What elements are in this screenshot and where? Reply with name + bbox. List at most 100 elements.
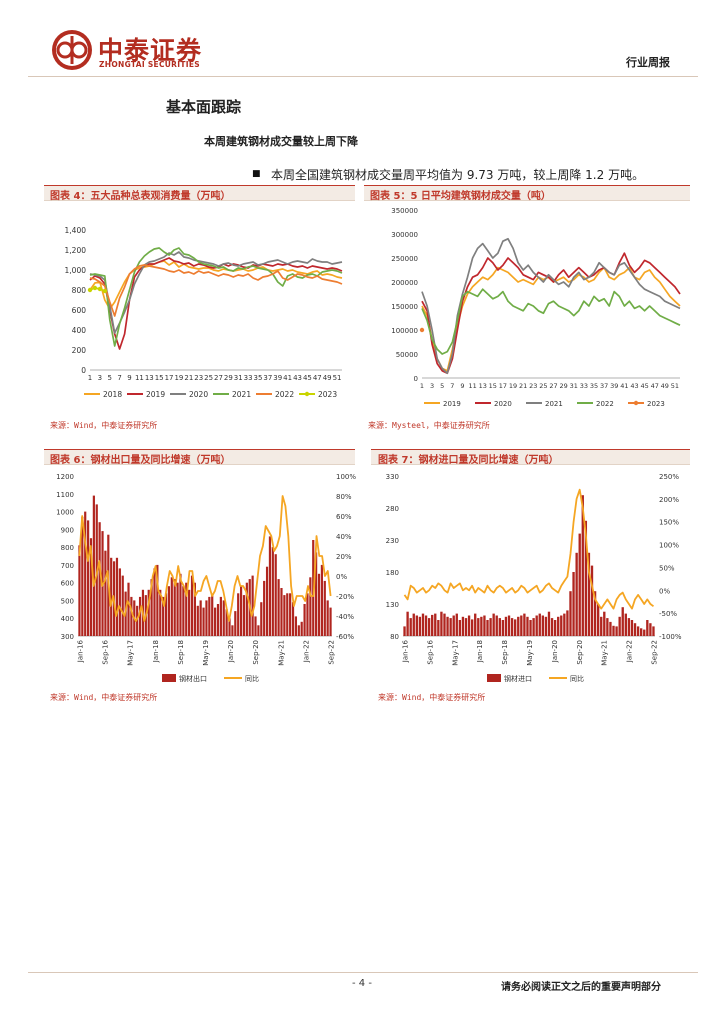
bar-58 <box>245 582 248 636</box>
brand-logo-icon <box>52 30 92 70</box>
bar-80 <box>309 577 312 636</box>
x-tick-label: 39 <box>273 374 282 382</box>
bar-54 <box>234 611 237 636</box>
bar-38 <box>520 615 523 636</box>
fig5-chart: 0 50000 100000 150000 200000 250000 300000 3500… <box>391 207 681 408</box>
x-tick-label: 43 <box>293 374 302 382</box>
bar-72 <box>624 613 627 636</box>
bar-79 <box>646 620 649 636</box>
legend-marker-2023 <box>633 400 639 406</box>
section-title: 基本面跟踪 <box>166 98 242 116</box>
bar-28 <box>489 618 492 636</box>
series-point-2023 <box>92 285 98 291</box>
bar-5 <box>92 495 95 636</box>
bar-52 <box>563 613 566 636</box>
y-tick-label: 700 <box>61 562 74 570</box>
bar-34 <box>507 615 511 636</box>
x-tick-label: 17 <box>165 374 174 382</box>
bar-41 <box>196 605 199 636</box>
bar-53 <box>231 625 234 636</box>
bar-78 <box>303 604 306 636</box>
x-tick-label: 51 <box>333 374 342 382</box>
bar-2 <box>409 618 412 636</box>
bar-13 <box>115 557 119 636</box>
x-tick-label: 33 <box>244 374 253 382</box>
bar-4 <box>89 538 93 636</box>
bar-73 <box>289 593 292 636</box>
bar-85 <box>323 580 326 636</box>
x-tick-label: Jan-22 <box>302 640 310 663</box>
bar-74 <box>291 602 295 636</box>
fig6-title-bar <box>44 449 355 465</box>
x-tick-label: 5 <box>108 374 112 382</box>
y2-tick-label: 60% <box>336 513 352 521</box>
bar-46 <box>544 616 548 636</box>
bar-65 <box>603 611 606 636</box>
x-tick-label: Sep-22 <box>328 640 336 665</box>
bar-66 <box>606 618 609 636</box>
legend-label-yoy: 同比 <box>245 674 259 683</box>
fig6-title: 图表 6：钢材出口量及同比增速（万吨） <box>50 455 231 466</box>
x-tick-label: 15 <box>155 374 164 382</box>
bar-55 <box>572 572 575 636</box>
bar-79 <box>306 593 309 636</box>
y2-tick-label: 0% <box>336 573 347 581</box>
bar-18 <box>458 620 462 636</box>
x-tick-label: 45 <box>640 382 648 390</box>
x-tick-label: 1 <box>420 382 424 390</box>
x-tick-label: Jan-18 <box>476 640 484 663</box>
bar-30 <box>164 593 168 636</box>
bar-61 <box>254 616 257 636</box>
x-tick-label: 3 <box>98 374 102 382</box>
bar-75 <box>633 623 637 636</box>
x-tick-label: 49 <box>323 374 332 382</box>
x-tick-label: 45 <box>303 374 312 382</box>
bar-62 <box>257 625 260 636</box>
y-tick-label: 50000 <box>396 351 418 359</box>
bar-62 <box>593 591 597 636</box>
bar-26 <box>483 615 486 636</box>
bar-2 <box>84 511 87 636</box>
bar-66 <box>268 536 272 636</box>
bar-76 <box>636 626 640 636</box>
bar-25 <box>480 616 483 636</box>
x-tick-label: 31 <box>570 382 578 390</box>
bar-56 <box>575 552 578 636</box>
bar-21 <box>467 615 471 636</box>
x-tick-label: 31 <box>234 374 243 382</box>
bar-19 <box>461 616 465 636</box>
bar-34 <box>176 582 179 636</box>
legend-swatch-bars <box>162 674 176 682</box>
fig5-source: 来源：Mysteel，中泰证券研究所 <box>368 421 490 430</box>
bar-59 <box>584 520 588 636</box>
bar-33 <box>173 579 176 636</box>
x-tick-label: 25 <box>539 382 547 390</box>
bar-67 <box>271 547 274 636</box>
y-tick-label: 400 <box>72 326 87 335</box>
bar-58 <box>581 495 584 636</box>
bar-3 <box>412 613 415 636</box>
bar-38 <box>188 589 191 636</box>
x-tick-label: 47 <box>651 382 659 390</box>
legend-swatch-bars <box>487 674 501 682</box>
x-tick-label: May-17 <box>451 640 459 666</box>
bar-15 <box>121 575 124 636</box>
y-tick-label: 1,200 <box>65 246 87 255</box>
x-tick-label: 11 <box>135 374 144 382</box>
bar-69 <box>277 579 280 636</box>
y-tick-label: 230 <box>386 537 399 545</box>
fig5-title: 图表 5：5 日平均建筑钢材成交量（吨） <box>370 191 551 202</box>
series-point-2023 <box>97 286 103 292</box>
y-tick-label: 130 <box>386 601 399 609</box>
bar-32 <box>501 620 505 636</box>
bullet-text: 本周全国建筑钢材成交量周平均值为 9.73 万吨，较上周降 1.2 万吨。 <box>271 168 645 182</box>
bar-70 <box>618 616 621 636</box>
series-line-2020 <box>421 252 681 375</box>
fig6-chart: 300 400 500 600 700 800 900 1000 1100 1200 -60% -40… <box>56 473 356 683</box>
x-tick-label: 43 <box>630 382 638 390</box>
bar-65 <box>265 566 269 636</box>
header-divider <box>28 76 698 77</box>
y-tick-label: 80 <box>390 633 399 641</box>
y2-tick-label: 80% <box>336 493 352 501</box>
